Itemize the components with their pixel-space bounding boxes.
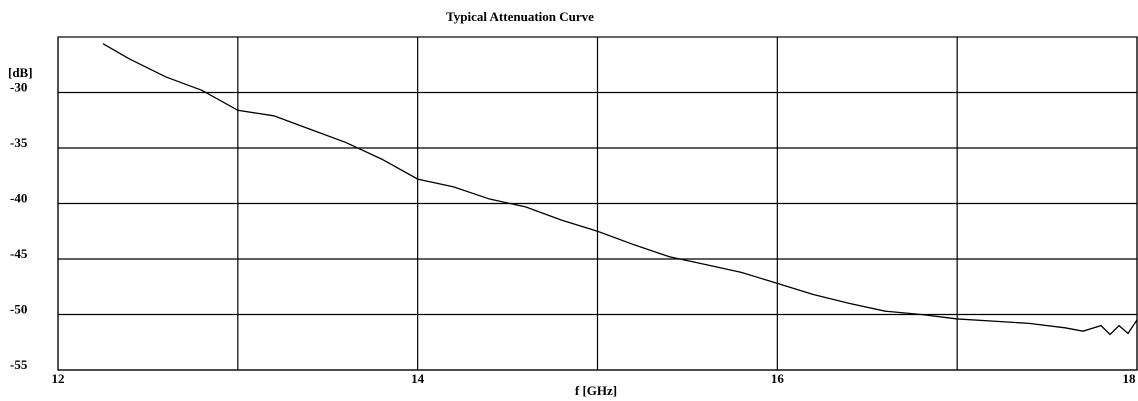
- chart-title: Typical Attenuation Curve: [446, 9, 594, 24]
- y-tick-label: -45: [10, 246, 28, 261]
- y-tick-label: -35: [10, 135, 28, 150]
- y-tick-label: -40: [10, 190, 27, 205]
- x-tick-label: 14: [411, 371, 425, 386]
- data-line: [102, 43, 1138, 336]
- y-tick-label: -50: [10, 301, 27, 316]
- x-axis-label: f [GHz]: [575, 383, 617, 398]
- y-axis-label: [dB]: [8, 65, 33, 80]
- x-tick-label: 16: [771, 371, 785, 386]
- x-tick-label: 18: [1123, 371, 1137, 386]
- x-tick-label: 12: [52, 371, 65, 386]
- y-tick-label: -55: [10, 357, 28, 372]
- y-tick-label: -30: [10, 79, 27, 94]
